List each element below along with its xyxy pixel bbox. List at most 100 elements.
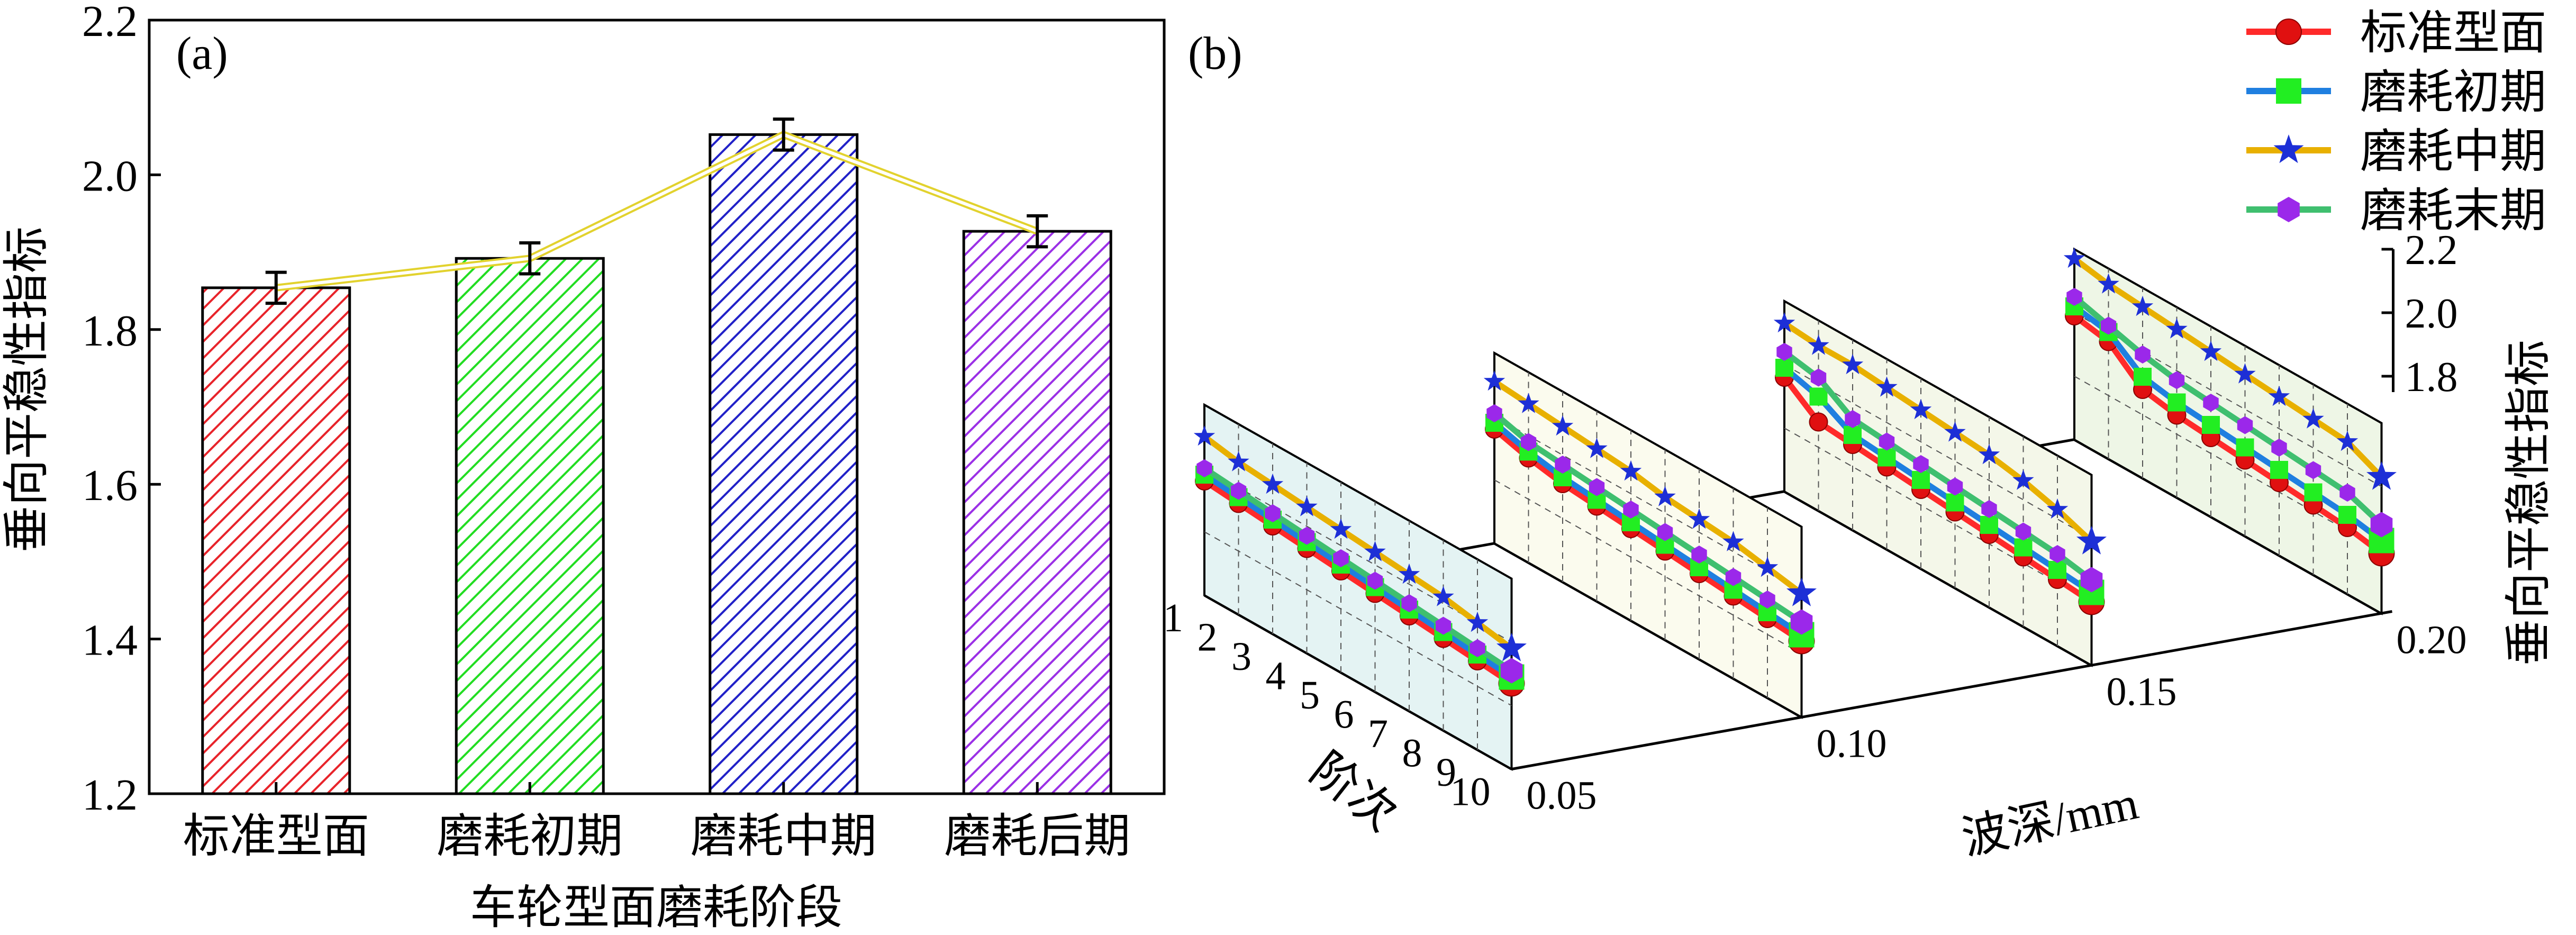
point	[1330, 518, 1352, 539]
point	[2276, 78, 2301, 104]
point	[1555, 456, 1571, 474]
series-line	[1202, 478, 1513, 686]
point	[1786, 577, 1817, 606]
point	[2370, 512, 2393, 538]
x-tick-label: 磨耗中期	[691, 811, 877, 863]
point	[1518, 393, 1539, 413]
point	[1657, 523, 1673, 541]
point	[2305, 461, 2321, 479]
series-磨耗末期	[1196, 459, 1523, 684]
point	[2200, 340, 2222, 361]
panel-b-3d-line-chart: 1 2 3 4 5 6 7 8 910 0.05 0.10 0.15 0.20 1.8 2.0 2.2 (…	[1163, 8, 2555, 865]
order-tick-label: 7	[1368, 712, 1388, 756]
order-tick-label: 3	[1231, 634, 1251, 679]
x-tick-label: 磨耗初期	[437, 811, 623, 863]
bar-磨耗中期	[709, 133, 859, 795]
error-bar	[265, 270, 287, 305]
legend-label: 磨耗末期	[2360, 186, 2546, 237]
point	[1654, 486, 1676, 506]
depth-tick-label: 0.05	[1527, 774, 1597, 818]
point	[1398, 563, 1420, 584]
point	[1776, 343, 1792, 361]
point	[1809, 387, 1828, 406]
point	[1775, 359, 1793, 377]
error-bars	[265, 117, 1048, 305]
point	[2012, 469, 2034, 490]
point	[2203, 394, 2219, 412]
x-axis-ticks: 标准型面 磨耗初期 磨耗中期 磨耗后期	[183, 782, 1130, 863]
z-axis-label: 垂向平稳性指标	[2504, 340, 2555, 666]
point	[2076, 525, 2107, 555]
point	[1877, 448, 1896, 467]
y-tick-label: 2.0	[82, 151, 138, 201]
order-tick-label: 10	[1450, 770, 1491, 814]
point	[1466, 611, 1489, 632]
series-line	[1202, 466, 1513, 674]
series-line	[1202, 434, 1513, 651]
series-line	[2072, 304, 2383, 543]
series-line	[2072, 313, 2383, 556]
point	[1620, 460, 1642, 481]
depth-pane-0.15	[1773, 299, 2107, 667]
point	[2063, 247, 2085, 268]
series-line	[1782, 365, 2093, 595]
point	[1299, 526, 1315, 545]
point	[1810, 368, 1827, 387]
legend-label: 标准型面	[2360, 8, 2546, 59]
point	[2169, 371, 2185, 389]
x-tick-label: 磨耗后期	[944, 811, 1130, 863]
y-tick-label: 1.8	[82, 306, 138, 356]
series-磨耗中期	[1483, 370, 1817, 606]
point	[1364, 541, 1386, 561]
series-line	[1492, 420, 1803, 638]
pane-background	[1203, 403, 1513, 771]
point	[2237, 416, 2253, 434]
point	[1756, 556, 1779, 577]
point	[1809, 412, 1828, 432]
point	[2014, 538, 2033, 557]
z-axis-ticks: 1.8 2.0 2.2	[2381, 227, 2458, 401]
point	[1944, 421, 1966, 442]
y-tick-label: 1.4	[82, 616, 138, 665]
point	[2135, 346, 2151, 364]
point	[2273, 134, 2304, 164]
series-line	[1782, 349, 2093, 582]
pane-grid-line	[1494, 479, 1802, 655]
series-line	[1492, 379, 1803, 596]
point	[1552, 415, 1574, 436]
point	[1432, 586, 1454, 606]
series-磨耗末期	[1486, 404, 1813, 635]
point	[1196, 459, 1212, 477]
point	[2302, 408, 2324, 429]
point	[2049, 545, 2065, 563]
depth-panes	[1193, 247, 2397, 771]
point	[2015, 522, 2031, 541]
series-line	[1492, 411, 1803, 625]
point	[1230, 482, 1247, 500]
point	[1496, 632, 1527, 661]
pane-grid-line	[1784, 364, 2092, 539]
error-bar	[519, 241, 541, 276]
depth-tick-label: 0.15	[2107, 670, 2177, 714]
point	[2275, 19, 2302, 45]
legend-item-磨耗末期: 磨耗末期	[2246, 186, 2546, 237]
trend-line-inner	[276, 133, 1038, 289]
point	[1483, 370, 1505, 391]
trend-line	[275, 131, 1039, 292]
point	[1946, 493, 1964, 512]
point	[2270, 461, 2288, 479]
legend-item-标准型面: 标准型面	[2246, 8, 2546, 59]
series-磨耗末期	[1776, 343, 2103, 593]
series-line	[2072, 294, 2384, 527]
point	[1845, 410, 1861, 428]
x-axis-label: 车轮型面磨耗阶段	[470, 883, 842, 934]
order-tick-label: 6	[1334, 693, 1354, 737]
point	[2236, 438, 2254, 457]
point	[1470, 639, 1485, 657]
point	[1773, 312, 1795, 333]
order-tick-label: 9	[1436, 750, 1456, 795]
point	[2234, 363, 2256, 384]
plot-frame	[148, 19, 1166, 795]
point	[1589, 478, 1605, 496]
point	[2131, 295, 2154, 316]
